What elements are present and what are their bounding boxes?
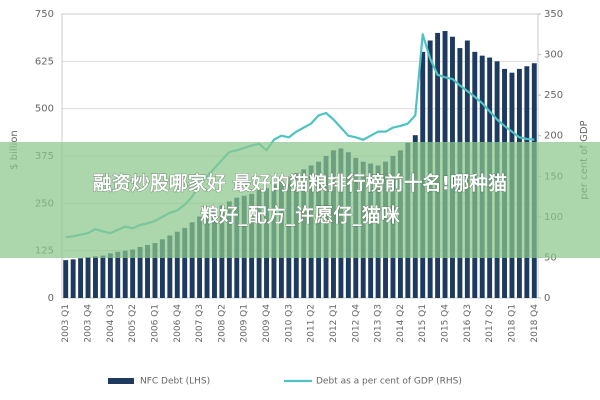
x-tick-label: 2008 Q2 <box>217 304 227 343</box>
bar <box>70 259 76 298</box>
x-tick-label: 2003 Q4 <box>84 304 94 343</box>
y2-tick-label: 300 <box>544 50 563 61</box>
x-tick-label: 2015 Q4 <box>441 304 451 343</box>
x-tick-label: 2009 Q1 <box>240 304 250 343</box>
x-tick-label: 2006 Q1 <box>150 304 160 343</box>
x-tick-label: 2016 Q3 <box>463 304 473 343</box>
bar <box>63 260 69 298</box>
y2-tick-label: 0 <box>544 293 550 304</box>
y2-tick-label: 250 <box>544 90 563 101</box>
y-tick-label: 0 <box>48 293 54 304</box>
x-tick-label: 2015 Q1 <box>418 304 428 343</box>
y2-tick-label: 200 <box>544 131 563 142</box>
y-tick-label: 500 <box>35 104 54 115</box>
x-tick-label: 2017 Q2 <box>485 304 495 343</box>
bar <box>137 246 143 298</box>
x-tick-label: 2004 Q3 <box>106 304 116 343</box>
bar <box>122 250 128 298</box>
bar <box>167 235 173 298</box>
banner <box>0 142 600 258</box>
y2-tick-label: 350 <box>544 9 563 20</box>
x-tick-label: 2012 Q4 <box>351 304 361 343</box>
x-tick-label: 2005 Q2 <box>128 304 138 343</box>
y-tick-label: 625 <box>35 56 54 67</box>
banner-text: 粮好_配方_许愿仔_猫咪 <box>200 204 401 227</box>
x-tick-label: 2018 Q1 <box>507 304 517 343</box>
bar <box>107 253 113 298</box>
bar <box>145 244 150 298</box>
x-tick-label: 2018 Q4 <box>530 304 540 343</box>
x-tick-label: 2003 Q1 <box>61 304 71 343</box>
bar <box>85 257 91 298</box>
bar <box>115 251 121 298</box>
legend-label: Debt as a per cent of GDP (RHS) <box>316 377 462 387</box>
y-tick-label: 750 <box>35 9 54 20</box>
bar <box>78 258 84 298</box>
x-tick-label: 2014 Q2 <box>396 304 406 343</box>
x-tick-label: 2013 Q3 <box>374 304 384 343</box>
bar <box>130 249 136 298</box>
bar <box>182 227 188 298</box>
bar <box>93 256 98 298</box>
x-tick-label: 2009 Q4 <box>262 304 272 343</box>
bar <box>159 239 165 298</box>
legend-swatch <box>108 378 134 384</box>
bar <box>152 243 158 298</box>
legend-label: NFC Debt (LHS) <box>140 377 210 387</box>
x-tick-label: 2012 Q1 <box>329 304 339 343</box>
bar <box>100 255 106 298</box>
bar <box>174 231 180 298</box>
x-tick-label: 2007 Q3 <box>195 304 205 343</box>
bar <box>189 222 195 298</box>
banner-text: 融资炒股哪家好 最好的猫粮排行榜前十名!哪种猫 <box>93 172 507 195</box>
x-tick-label: 2010 Q3 <box>284 304 294 343</box>
x-tick-label: 2011 Q2 <box>307 304 317 343</box>
x-tick-label: 2006 Q4 <box>173 304 183 343</box>
